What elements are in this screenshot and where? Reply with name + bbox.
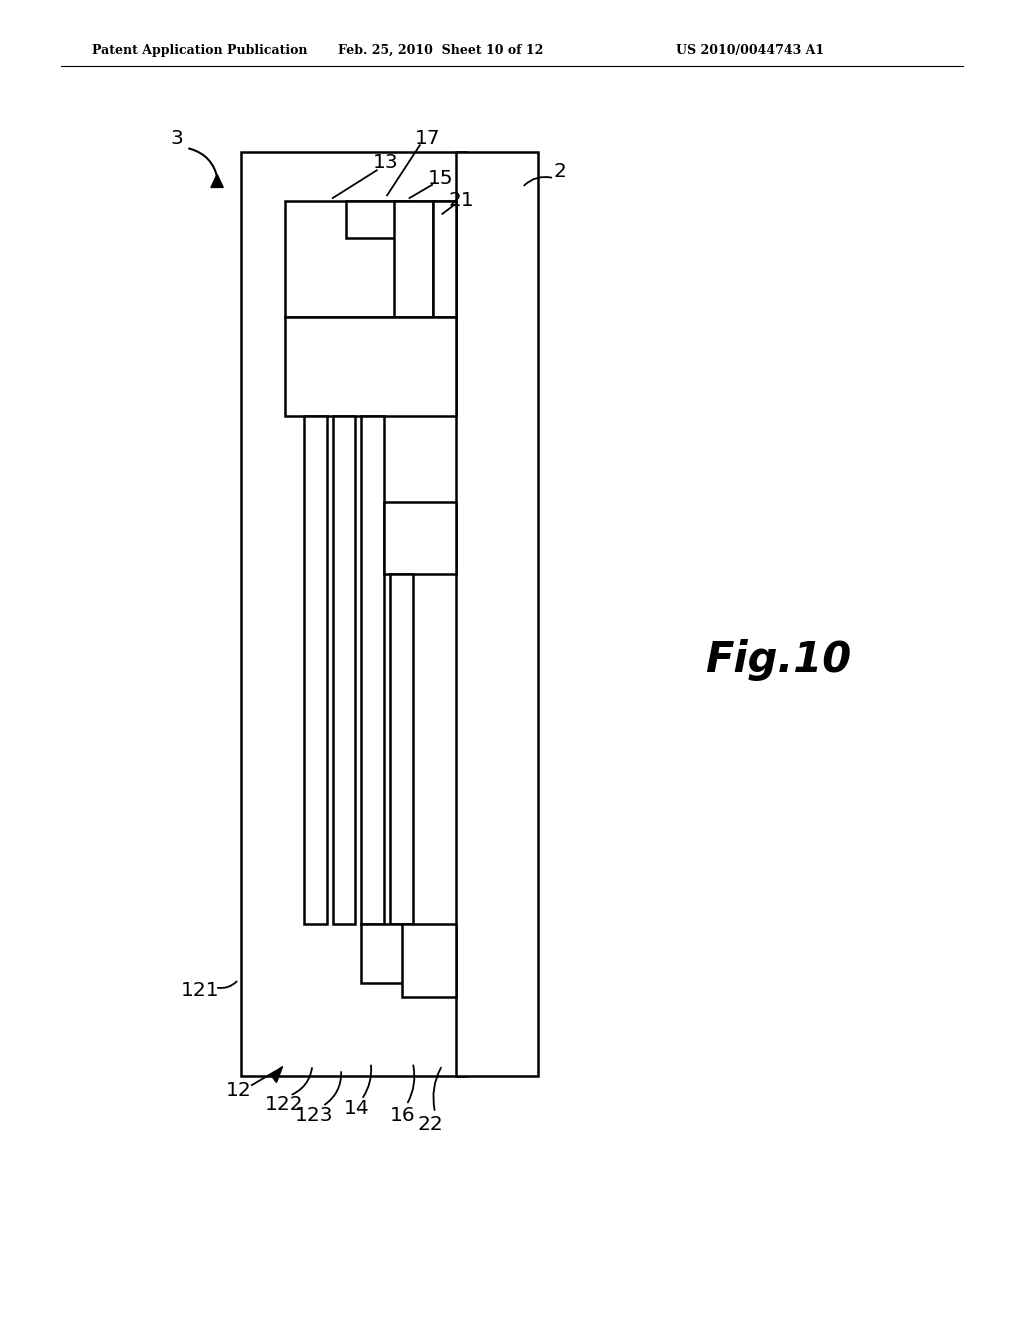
FancyArrowPatch shape <box>292 1068 312 1094</box>
Text: US 2010/0044743 A1: US 2010/0044743 A1 <box>676 44 824 57</box>
Bar <box>285 201 456 317</box>
FancyArrowPatch shape <box>524 177 551 186</box>
Bar <box>384 502 456 574</box>
Text: 121: 121 <box>180 981 219 999</box>
Text: 21: 21 <box>449 191 475 210</box>
Polygon shape <box>211 174 223 187</box>
Text: 12: 12 <box>225 1081 252 1100</box>
Text: 14: 14 <box>343 1100 370 1118</box>
FancyArrowPatch shape <box>218 982 237 989</box>
Text: Feb. 25, 2010  Sheet 10 of 12: Feb. 25, 2010 Sheet 10 of 12 <box>338 44 543 57</box>
Bar <box>333 416 355 924</box>
Text: 3: 3 <box>171 129 183 148</box>
FancyArrowPatch shape <box>433 1068 441 1110</box>
Text: 16: 16 <box>389 1106 416 1125</box>
Bar <box>402 924 456 997</box>
Text: 17: 17 <box>415 129 441 148</box>
Bar <box>394 201 433 317</box>
Bar <box>241 152 466 1076</box>
FancyArrowPatch shape <box>189 148 218 180</box>
Bar <box>390 574 413 924</box>
Bar <box>361 416 384 924</box>
Text: 13: 13 <box>373 153 399 172</box>
Text: 123: 123 <box>295 1106 334 1125</box>
FancyArrowPatch shape <box>325 1072 341 1105</box>
Bar <box>304 416 327 924</box>
Bar <box>456 152 538 1076</box>
Bar <box>361 924 413 983</box>
FancyArrowPatch shape <box>408 1065 415 1102</box>
Text: Patent Application Publication: Patent Application Publication <box>92 44 307 57</box>
Bar <box>285 317 456 416</box>
Text: 122: 122 <box>264 1096 303 1114</box>
Bar <box>346 201 408 238</box>
Text: 22: 22 <box>417 1115 443 1134</box>
Text: 2: 2 <box>554 162 566 181</box>
Bar <box>433 201 456 317</box>
FancyArrowPatch shape <box>364 1065 372 1097</box>
Polygon shape <box>270 1067 283 1082</box>
Text: Fig.10: Fig.10 <box>706 639 851 681</box>
Text: 15: 15 <box>427 169 454 187</box>
